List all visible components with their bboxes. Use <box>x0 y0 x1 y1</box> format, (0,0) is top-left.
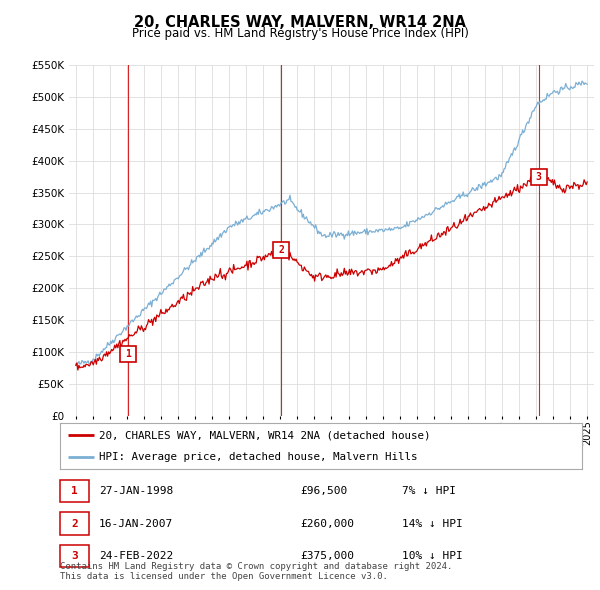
Text: 3: 3 <box>71 551 78 561</box>
Text: £260,000: £260,000 <box>300 519 354 529</box>
Text: 20, CHARLES WAY, MALVERN, WR14 2NA (detached house): 20, CHARLES WAY, MALVERN, WR14 2NA (deta… <box>99 431 431 441</box>
Text: 16-JAN-2007: 16-JAN-2007 <box>99 519 173 529</box>
Text: 20, CHARLES WAY, MALVERN, WR14 2NA: 20, CHARLES WAY, MALVERN, WR14 2NA <box>134 15 466 30</box>
Text: 10% ↓ HPI: 10% ↓ HPI <box>402 551 463 561</box>
Text: 2: 2 <box>71 519 78 529</box>
Text: 27-JAN-1998: 27-JAN-1998 <box>99 486 173 496</box>
Text: HPI: Average price, detached house, Malvern Hills: HPI: Average price, detached house, Malv… <box>99 451 418 461</box>
Text: Price paid vs. HM Land Registry's House Price Index (HPI): Price paid vs. HM Land Registry's House … <box>131 27 469 40</box>
Text: 3: 3 <box>536 172 542 182</box>
Text: 7% ↓ HPI: 7% ↓ HPI <box>402 486 456 496</box>
Text: 1: 1 <box>71 486 78 496</box>
Text: 1: 1 <box>125 349 131 359</box>
Text: £375,000: £375,000 <box>300 551 354 561</box>
Text: £96,500: £96,500 <box>300 486 347 496</box>
Text: Contains HM Land Registry data © Crown copyright and database right 2024.
This d: Contains HM Land Registry data © Crown c… <box>60 562 452 581</box>
Text: 24-FEB-2022: 24-FEB-2022 <box>99 551 173 561</box>
Text: 2: 2 <box>278 245 284 255</box>
Text: 14% ↓ HPI: 14% ↓ HPI <box>402 519 463 529</box>
